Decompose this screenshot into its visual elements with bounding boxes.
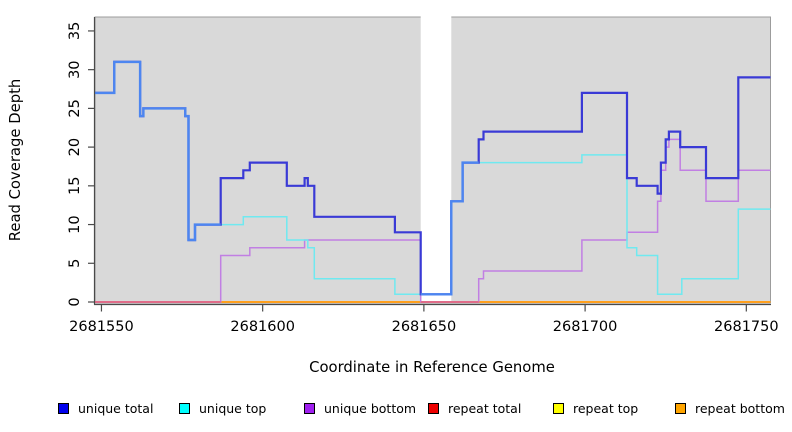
legend-swatch-icon	[179, 402, 190, 414]
legend-item-repeat-bottom: repeat bottom	[675, 398, 785, 418]
x-tick-label: 2681600	[230, 319, 295, 335]
y-tick-label: 10	[67, 215, 83, 233]
y-tick-label: 5	[67, 259, 83, 268]
y-axis-title: Read Coverage Depth	[7, 79, 24, 242]
legend-label: unique total	[78, 400, 154, 416]
x-tick-label: 2681550	[69, 319, 134, 335]
coverage-gap-band	[420, 15, 452, 303]
x-axis-title: Coordinate in Reference Genome	[309, 359, 555, 376]
legend-swatch-icon	[304, 402, 315, 414]
legend-item-unique-bottom: unique bottom	[304, 398, 416, 418]
y-tick-label: 30	[67, 60, 83, 78]
legend-item-unique-total: unique total	[58, 398, 153, 418]
legend-label: repeat bottom	[695, 400, 785, 416]
y-tick-label: 20	[67, 138, 83, 156]
y-tick-label: 35	[67, 22, 83, 40]
y-tick-label: 0	[67, 297, 83, 306]
legend: unique total unique top unique bottom repea…	[0, 398, 792, 422]
legend-label: repeat total	[448, 400, 522, 416]
y-tick-label: 15	[67, 177, 83, 195]
legend-label: unique top	[199, 400, 267, 416]
legend-swatch-icon	[553, 402, 564, 414]
series-unique-total-overlap-line	[420, 161, 479, 296]
legend-item-repeat-total: repeat total	[428, 398, 521, 418]
series-unique-total-overlap-line	[95, 60, 221, 242]
legend-swatch-icon	[58, 402, 69, 414]
x-tick-label: 2681650	[392, 319, 457, 335]
chart-layers: 0 5 10 15 20 25 30 35 2681550 2681600 2681650 26817…	[67, 15, 779, 335]
y-tick-label: 25	[67, 99, 83, 117]
legend-label: repeat top	[573, 400, 639, 416]
legend-label: unique bottom	[324, 400, 417, 416]
legend-item-unique-top: unique top	[179, 398, 266, 418]
legend-swatch-icon	[675, 402, 686, 414]
x-tick-label: 2681750	[714, 319, 779, 335]
legend-item-repeat-top: repeat top	[553, 398, 638, 418]
legend-swatch-icon	[428, 402, 439, 414]
x-tick-label: 2681700	[553, 319, 618, 335]
